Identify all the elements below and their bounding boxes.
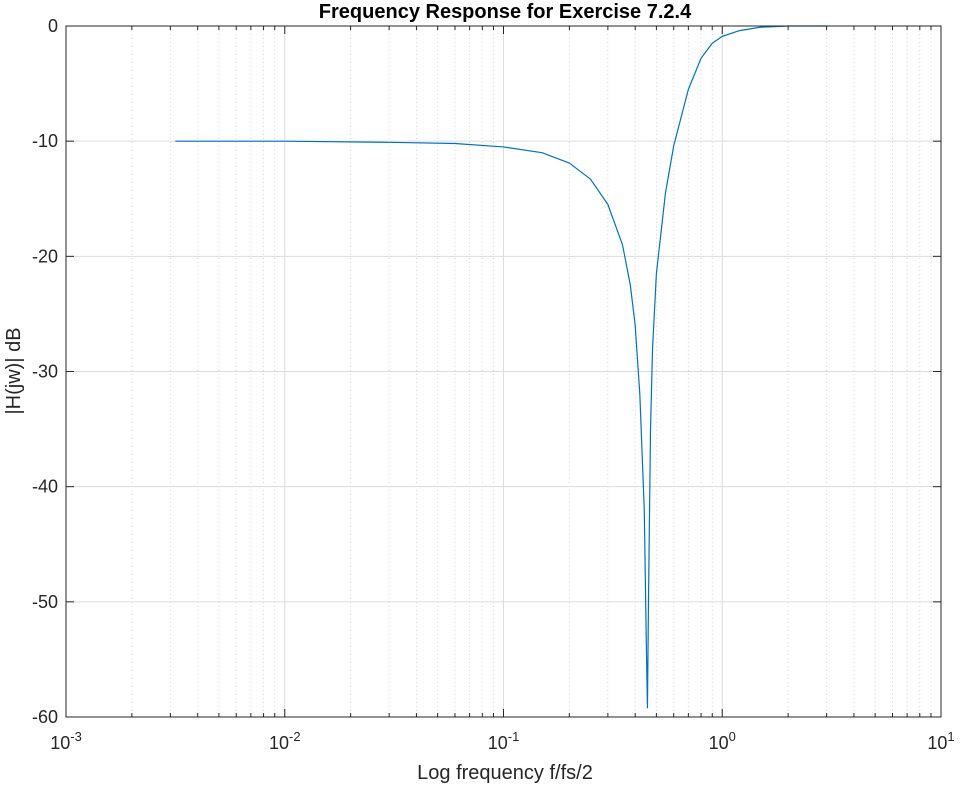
y-tick-label: -10 bbox=[32, 131, 58, 151]
series-line bbox=[175, 25, 827, 709]
tick-marks bbox=[65, 25, 942, 718]
x-tick-label: 101 bbox=[927, 729, 954, 753]
x-tick-label: 10-1 bbox=[488, 729, 520, 753]
chart-title: Frequency Response for Exercise 7.2.4 bbox=[319, 1, 692, 23]
y-tick-labels: 0 -10 -20 -30 -40 -50 -60 bbox=[32, 16, 58, 727]
x-axis-label: Log frequency f/fs/2 bbox=[417, 762, 593, 784]
x-tick-labels: 10-3 10-2 10-1 100 101 bbox=[50, 729, 954, 753]
x-tick-label: 10-2 bbox=[269, 729, 301, 753]
y-tick-label: -60 bbox=[32, 707, 58, 727]
y-tick-label: -40 bbox=[32, 477, 58, 497]
y-tick-label: 0 bbox=[48, 16, 58, 36]
x-tick-label: 10-3 bbox=[50, 729, 82, 753]
series bbox=[175, 25, 827, 709]
y-axis-label: |H(jw)| dB bbox=[3, 327, 25, 414]
x-tick-label: 100 bbox=[709, 729, 736, 753]
y-tick-label: -50 bbox=[32, 592, 58, 612]
y-tick-label: -30 bbox=[32, 362, 58, 382]
y-tick-label: -20 bbox=[32, 246, 58, 266]
